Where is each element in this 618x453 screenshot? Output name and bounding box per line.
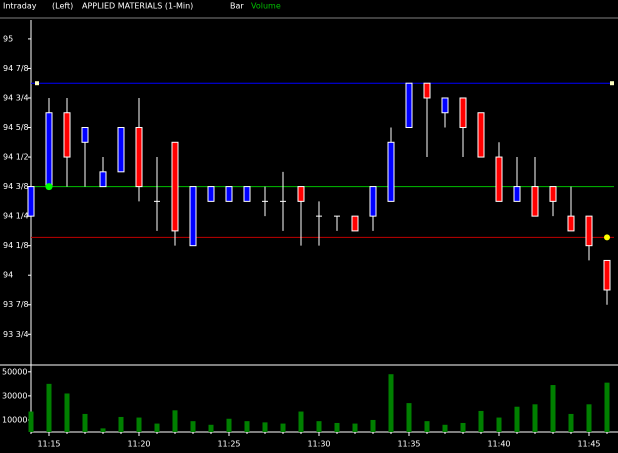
volume-bar bbox=[244, 421, 250, 432]
header-style: Bar bbox=[230, 2, 244, 11]
candle-body bbox=[81, 127, 89, 143]
x-tick-label: 11:15 bbox=[37, 440, 60, 449]
candle-body bbox=[423, 82, 431, 99]
candle-body bbox=[117, 127, 125, 173]
header-volume: Volume bbox=[251, 2, 281, 11]
volume-bar bbox=[604, 382, 610, 432]
volume-bar bbox=[514, 406, 520, 432]
candle-body bbox=[441, 97, 449, 114]
y-tick-label: 94 1/8 bbox=[3, 241, 29, 250]
candle-body bbox=[63, 112, 71, 158]
y-tick-label: 94 7/8 bbox=[3, 64, 29, 73]
candle-body bbox=[549, 186, 557, 202]
volume-bar bbox=[478, 410, 484, 432]
x-tick-label: 11:45 bbox=[577, 440, 600, 449]
volume-bar bbox=[334, 422, 340, 432]
candle-body bbox=[207, 186, 215, 202]
candle-body bbox=[27, 186, 35, 217]
header-title: APPLIED MATERIALS (1-Min) bbox=[82, 2, 193, 11]
header-mode: Intraday bbox=[3, 2, 37, 11]
volume-bar bbox=[352, 423, 358, 432]
candle-body bbox=[99, 171, 107, 188]
volume-bar bbox=[496, 417, 502, 432]
x-tick-label: 11:20 bbox=[127, 440, 150, 449]
volume-bar bbox=[28, 411, 34, 432]
volume-bar bbox=[388, 374, 394, 432]
volume-tick-label: 30000 bbox=[2, 391, 27, 400]
candle-body bbox=[405, 82, 413, 129]
y-tick-label: 94 3/4 bbox=[3, 93, 29, 102]
y-tick-label: 94 1/4 bbox=[3, 212, 29, 221]
volume-bar bbox=[154, 423, 160, 432]
candle-body bbox=[45, 112, 53, 188]
volume-bar bbox=[262, 422, 268, 432]
volume-bar bbox=[550, 385, 556, 432]
candle-body bbox=[477, 112, 485, 158]
x-tick-label: 11:30 bbox=[307, 440, 330, 449]
candle-body bbox=[459, 97, 467, 129]
line-marker bbox=[45, 183, 53, 191]
y-tick-label: 93 3/4 bbox=[3, 330, 29, 339]
candle-body bbox=[243, 186, 251, 202]
candle-body bbox=[369, 186, 377, 217]
volume-bar bbox=[442, 424, 448, 432]
volume-bar bbox=[424, 421, 430, 432]
line-marker bbox=[604, 234, 610, 241]
volume-bar bbox=[370, 419, 376, 432]
volume-bar bbox=[208, 424, 214, 432]
candle-body bbox=[531, 186, 539, 217]
candle-body bbox=[387, 141, 395, 202]
y-tick-label: 94 3/8 bbox=[3, 182, 29, 191]
volume-bar bbox=[172, 410, 178, 432]
x-tick-label: 11:25 bbox=[217, 440, 240, 449]
candle-body bbox=[567, 215, 575, 232]
volume-bar bbox=[568, 413, 574, 432]
volume-bar bbox=[298, 411, 304, 432]
candle-body bbox=[513, 186, 521, 202]
volume-bar bbox=[82, 413, 88, 432]
y-tick-label: 94 1/2 bbox=[3, 153, 29, 162]
volume-bar bbox=[406, 403, 412, 432]
candle-body bbox=[585, 215, 593, 247]
header-side: (Left) bbox=[52, 2, 73, 11]
candle-body bbox=[603, 259, 611, 291]
line-handle bbox=[610, 81, 614, 86]
volume-bar bbox=[64, 393, 70, 432]
y-tick-label: 94 bbox=[3, 271, 13, 280]
volume-bar bbox=[118, 416, 124, 432]
y-tick-label: 94 5/8 bbox=[3, 123, 29, 132]
volume-bar bbox=[190, 421, 196, 432]
candle-body bbox=[171, 141, 179, 232]
line-handle bbox=[35, 81, 39, 86]
candle-body bbox=[189, 186, 197, 247]
candle-body bbox=[351, 215, 359, 232]
candle-body bbox=[297, 186, 305, 202]
candle-body bbox=[225, 186, 233, 202]
volume-tick-label: 50000 bbox=[2, 367, 27, 376]
volume-bar bbox=[226, 418, 232, 432]
candle-body bbox=[135, 127, 143, 188]
volume-bar bbox=[100, 428, 106, 432]
volume-bar bbox=[532, 404, 538, 432]
volume-bar bbox=[586, 404, 592, 432]
volume-tick-label: 10000 bbox=[2, 415, 27, 424]
volume-bar bbox=[460, 422, 466, 432]
volume-bar bbox=[316, 421, 322, 432]
y-tick-label: 95 bbox=[3, 34, 13, 43]
volume-bar bbox=[46, 383, 52, 432]
y-tick-label: 93 7/8 bbox=[3, 300, 29, 309]
x-tick-label: 11:40 bbox=[487, 440, 510, 449]
volume-bar bbox=[136, 417, 142, 432]
volume-bar bbox=[280, 423, 286, 432]
candle-body bbox=[495, 156, 503, 202]
x-tick-label: 11:35 bbox=[397, 440, 420, 449]
